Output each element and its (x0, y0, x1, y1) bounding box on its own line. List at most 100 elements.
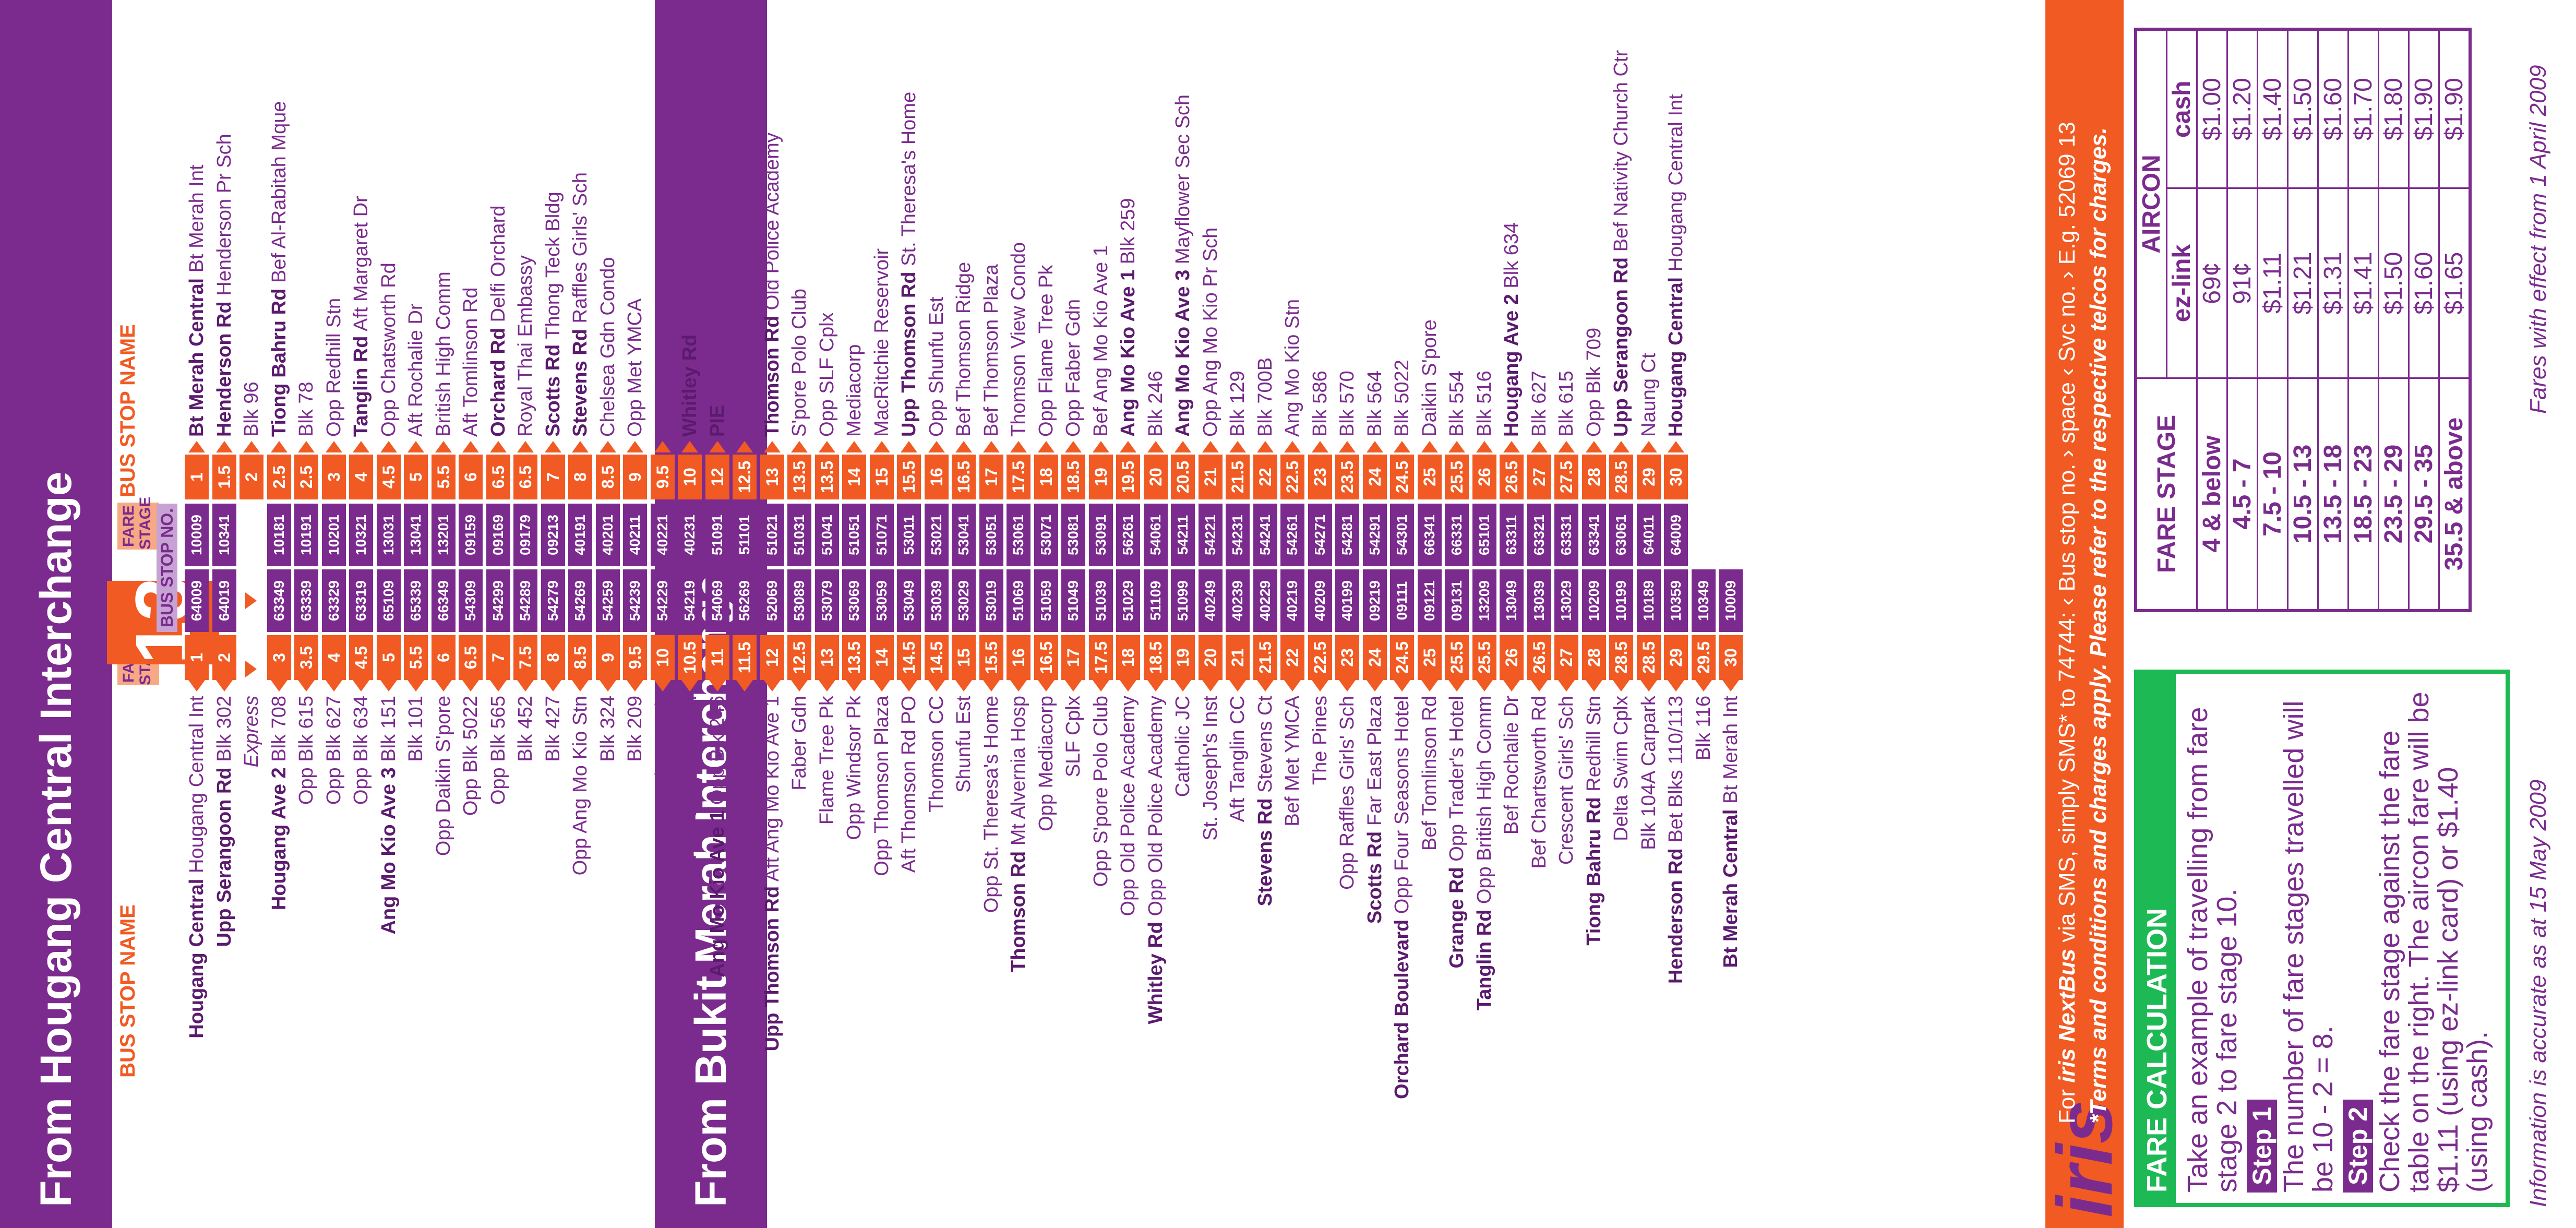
arrow-left-icon (1558, 680, 1575, 692)
outbound-stop-label: Opp Blk 246 (706, 696, 728, 805)
outbound-stop-number: 54069 (705, 569, 729, 632)
arrow-right-icon (1530, 441, 1548, 452)
arrow-right-icon (435, 441, 452, 452)
outbound-fare-stage: 12 (760, 635, 784, 680)
arrow-right-icon (846, 441, 862, 452)
outbound-fare-stage: 21.5 (1253, 635, 1277, 680)
outbound-fare-stage: 9 (595, 635, 620, 680)
inbound-fare-stage: 20.5 (1171, 455, 1195, 499)
inbound-stop-name: Blk 246 (1142, 4, 1170, 437)
outbound-stop-name: Opp Blk 615 (292, 696, 320, 1228)
arrow-right-icon (325, 441, 342, 452)
inbound-fare-stage: 13.5 (814, 455, 839, 499)
outbound-road-name: Upp Thomson Rd (761, 886, 783, 1052)
inbound-fare-stage: 3 (321, 455, 346, 499)
outbound-fare-stage: 15 (952, 635, 976, 680)
inbound-stop-name: Opp Flame Tree Pk (1032, 4, 1060, 437)
inbound-fare-stage: 12.5 (733, 455, 757, 499)
inbound-stop-number: 63061 (1609, 504, 1633, 566)
inbound-stop-name: Bef Ang Mo Kio Ave 1 (1087, 4, 1115, 437)
inbound-stop-name: British High Comm (429, 4, 458, 437)
inbound-stop-number: 13031 (376, 504, 401, 566)
arrow-right-icon (1010, 441, 1027, 452)
inbound-stop-name: Blk 627 (1525, 4, 1553, 437)
outbound-fare-stage: 10 (650, 635, 675, 680)
inbound-stop-number: 09179 (513, 504, 537, 566)
arrow-left-icon (1448, 680, 1465, 692)
inbound-stop-name: Bef Thomson Plaza (977, 4, 1005, 437)
arrow-right-icon (380, 441, 397, 452)
outbound-stop-name: Bef Chartsworth Rd (1525, 696, 1553, 1228)
inbound-road-name: Bt Merah Central (186, 278, 208, 437)
table-row: Ang Mo Kio Ave 1 Opp Blk 246 11 54069 51091… (703, 0, 732, 1228)
arrow-left-icon (1202, 680, 1219, 692)
inbound-stop-name: Opp Shunfu Est (922, 4, 951, 437)
arrow-right-icon (763, 441, 781, 452)
outbound-stop-number: 51029 (1116, 569, 1140, 632)
arrow-right-icon (709, 441, 726, 452)
table-row: Blk 101 5.5 65339 13041 5 Aft Rochalie Dr (402, 0, 430, 1228)
outbound-stop-number: 51109 (1143, 569, 1168, 632)
outbound-fare-stage: 3 (267, 635, 291, 680)
inbound-stop-label: Opp Redhill Stn (322, 297, 345, 437)
outbound-stop-name: Blk 116 (1690, 696, 1718, 1228)
inbound-stop-label: Opp Met YMCA (624, 298, 646, 437)
inbound-stop-number: 10191 (294, 504, 318, 566)
outbound-stop-label: Far East Plaza (1363, 696, 1386, 826)
outbound-stop-label: Blk 116 (1692, 696, 1715, 760)
inbound-stop-number: 53061 (1007, 504, 1031, 566)
outbound-stop-number: 13209 (1472, 569, 1496, 632)
outbound-stop-number: 54239 (623, 569, 647, 632)
outbound-stop-number: 51039 (1088, 569, 1113, 632)
inbound-stop-label: Blk 570 (1336, 371, 1358, 437)
inbound-fare-stage: 26 (1472, 455, 1496, 499)
inbound-fare-stage: 9.5 (650, 455, 675, 499)
arrow-left-icon (462, 680, 479, 692)
arrow-left-icon (1147, 680, 1164, 692)
inbound-fare-stage: 28 (1581, 455, 1606, 499)
outbound-fare-stage: 7 (486, 635, 510, 680)
outbound-stop-label: Opp Windsor Pk (843, 696, 865, 840)
fare-calculation-box: FARE CALCULATION Take an example of trave… (2134, 670, 2510, 1207)
outbound-stop-label: Aft Ang Mo Kio Ave 1 (761, 696, 783, 882)
inbound-stop-number: 53091 (1088, 504, 1113, 566)
arrow-left-icon (489, 680, 507, 692)
arrow-right-icon (1668, 441, 1684, 452)
outbound-stop-name: Opp Windsor Pk (840, 696, 868, 1228)
arrow-left-icon (654, 680, 671, 692)
outbound-stop-number: 54279 (541, 569, 565, 632)
table-row: Thomson Rd Mt Alvernia Hosp 16 51069 53061 1… (1004, 0, 1033, 1228)
arrow-left-icon (1585, 680, 1602, 692)
inbound-fare-stage: 25 (1417, 455, 1442, 499)
inbound-stop-name: Opp Faber Gdn (1059, 4, 1087, 437)
inbound-fare-stage: 21 (1198, 455, 1223, 499)
arrow-right-icon (243, 441, 260, 452)
inbound-stop-name: Thomson View Condo (1004, 4, 1033, 437)
inbound-stop-label: Daikin S'pore (1418, 319, 1441, 437)
inbound-stop-label: Blk 246 (1144, 371, 1167, 437)
outbound-stop-label: Blk 101 (405, 696, 427, 762)
outbound-stop-name: Hougang Central Hougang Central Int (183, 696, 211, 1228)
arrow-right-icon (1037, 441, 1055, 452)
inbound-stop-name: Ang Mo Kio Ave 3 Mayflower Sec Sch (1169, 4, 1197, 437)
fare-table-row: 18.5 - 23 $1.41 $1.70 (2348, 29, 2379, 611)
arrow-right-icon (1284, 441, 1301, 452)
table-row: Thomson CC 14.5 53039 53021 16 Opp Shunfu Est (922, 0, 951, 1228)
inbound-stop-name: MacRitchie Reservoir (868, 4, 896, 437)
arrow-left-icon (1065, 680, 1082, 692)
arrow-right-icon (1640, 441, 1657, 452)
inbound-stop-number: 09169 (486, 504, 510, 566)
outbound-stop-name: Opp Daikin S'pore (429, 696, 458, 1228)
inbound-stop-label: Aft Rochalie Dr (405, 303, 427, 437)
inbound-stop-label: Opp Faber Gdn (1062, 299, 1084, 437)
table-row: Opp Raffles Girls' Sch 23 40199 54281 23.5 Bl… (1333, 0, 1361, 1228)
inbound-fare-stage: 26.5 (1500, 455, 1524, 499)
inbound-stop-name: Blk 615 (1552, 4, 1580, 437)
arrow-left-icon (1613, 680, 1630, 692)
inbound-stop-number: 63321 (1527, 504, 1551, 566)
outbound-fare-stage: 26 (1500, 635, 1524, 680)
outbound-stop-name: Opp Thomson Plaza (868, 696, 896, 1228)
inbound-fare-stage: 27.5 (1554, 455, 1578, 499)
outbound-stop-number: 10359 (1664, 569, 1688, 632)
outbound-stop-name: Thomson Rd Mt Alvernia Hosp (1004, 696, 1033, 1228)
